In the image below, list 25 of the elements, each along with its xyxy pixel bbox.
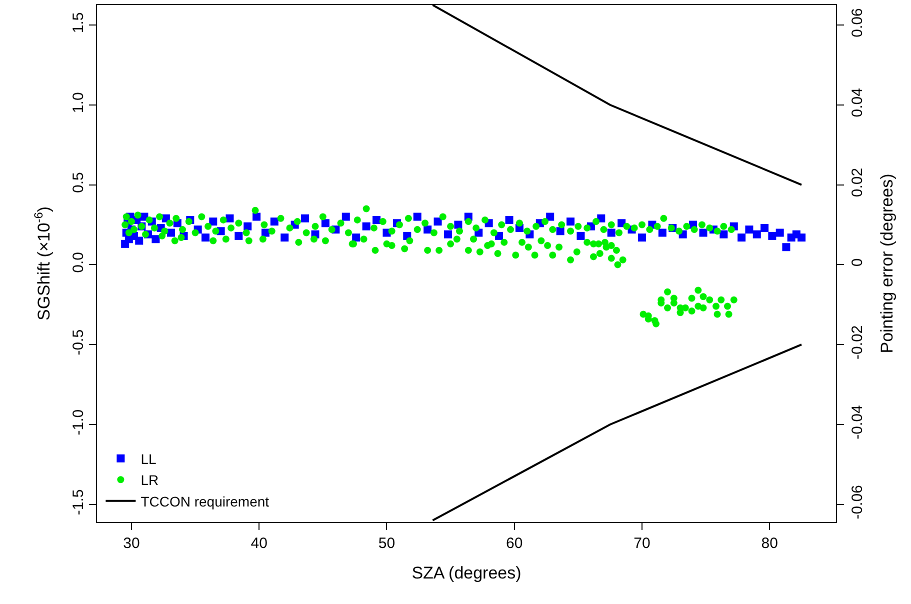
y-tick-label: -0.5 [70,329,87,356]
y-tick-label: 0.5 [70,172,87,193]
y-tick-label: 0.0 [70,252,87,273]
y2-tick-label: -0.06 [849,485,866,520]
legend-label: LL [140,450,156,467]
legend-label: LR [140,472,159,488]
x-tick-label: 80 [761,535,778,552]
y2-tick-label: -0.02 [849,325,866,360]
y-tick-label: 1.0 [70,92,87,114]
y-tick-label: 1.5 [70,12,87,34]
y2-tick-label: 0.06 [849,8,866,38]
x-tick-label: 70 [634,535,650,552]
y2-axis-title: Pointing error (degrees) [877,174,896,354]
y2-tick-label: -0.04 [849,405,866,440]
x-tick-label: 40 [250,535,268,552]
y2-tick-label: 0 [849,258,866,267]
x-tick-label: 60 [506,535,523,552]
legend-label: TCCON requirement [140,493,270,510]
x-axis-title: SZA (degrees) [412,563,522,582]
y2-tick-label: 0.02 [849,168,866,198]
y-tick-label: -1.0 [70,409,87,436]
x-tick-label: 50 [378,535,396,552]
y2-tick-label: 0.04 [849,88,866,118]
y-tick-label: -1.5 [70,489,87,516]
x-tick-label: 30 [123,535,140,552]
